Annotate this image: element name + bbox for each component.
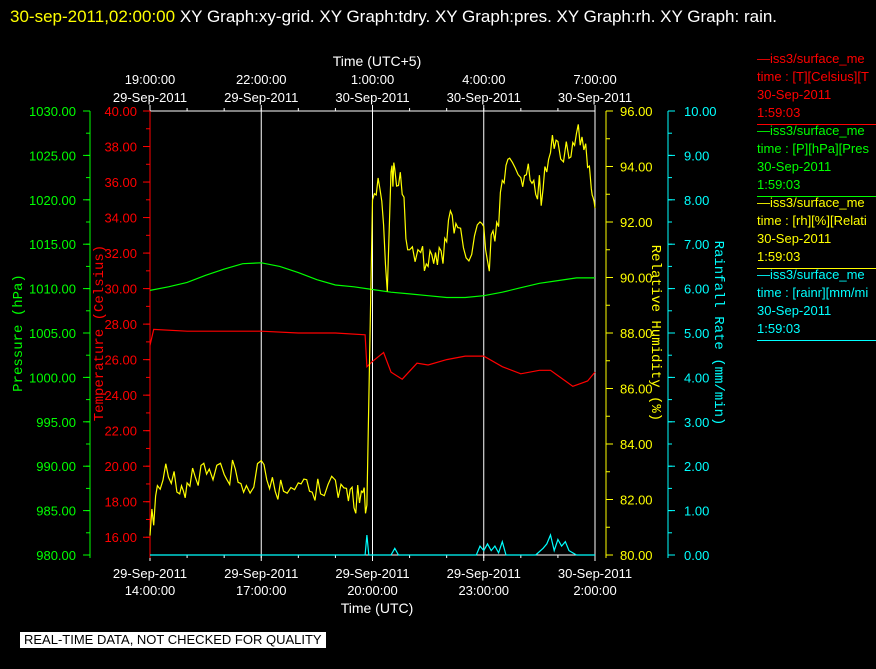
x-tick-label-date: 29-Sep-2011 <box>224 566 298 581</box>
rain-tick-label: 5.00 <box>684 326 709 341</box>
rain-tick-label: 8.00 <box>684 193 709 208</box>
rain-tick-label: 10.00 <box>684 104 717 119</box>
humidity-tick-label: 94.00 <box>620 160 653 175</box>
humidity-tick-label: 96.00 <box>620 104 653 119</box>
pressure-tick-label: 1000.00 <box>29 370 76 385</box>
pressure-series-line <box>149 262 595 299</box>
legend-line1: —iss3/surface_me <box>757 51 865 66</box>
pressure-tick-label: 995.00 <box>36 415 76 430</box>
pressure-tick-label: 1030.00 <box>29 104 76 119</box>
legend-line4: 1:59:03 <box>757 249 801 264</box>
top-tick-label-date: 29-Sep-2011 <box>113 90 187 105</box>
top-tick-label-time: 22:00:00 <box>236 72 287 87</box>
legend-line2: time : [T][Celsius][T <box>757 69 869 84</box>
legend-line3: 30-Sep-2011 <box>757 231 832 246</box>
rain-tick-label: 9.00 <box>684 148 709 163</box>
rain-series-line <box>150 533 595 556</box>
legend-line2: time : [rainr][mm/mi <box>757 285 869 300</box>
legend-line1: —iss3/surface_me <box>757 195 865 210</box>
temperature-tick-label: 18.00 <box>104 495 137 510</box>
legend-line4: 1:59:03 <box>757 105 801 120</box>
pressure-tick-label: 1025.00 <box>29 148 76 163</box>
top-tick-label-date: 30-Sep-2011 <box>335 90 409 105</box>
x-axis-label-top: Time (UTC+5) <box>333 53 422 69</box>
pressure-tick-label: 1020.00 <box>29 193 76 208</box>
humidity-tick-label: 80.00 <box>620 548 653 563</box>
top-tick-label-time: 19:00:00 <box>125 72 176 87</box>
humidity-tick-label: 86.00 <box>620 382 653 397</box>
legend-line4: 1:59:03 <box>757 321 801 336</box>
legend-line2: time : [P][hPa][Pres <box>757 141 869 156</box>
temperature-tick-label: 28.00 <box>104 317 137 332</box>
rain-tick-label: 7.00 <box>684 237 709 252</box>
x-tick-label-date: 29-Sep-2011 <box>447 566 521 581</box>
legend-line1: —iss3/surface_me <box>757 123 865 138</box>
temperature-tick-label: 40.00 <box>104 104 137 119</box>
legend-line3: 30-Sep-2011 <box>757 87 832 102</box>
rain-tick-label: 3.00 <box>684 415 709 430</box>
x-tick-label-time: 17:00:00 <box>236 583 287 598</box>
x-tick-label-date: 30-Sep-2011 <box>558 566 632 581</box>
temperature-tick-label: 24.00 <box>104 388 137 403</box>
x-tick-label-time: 23:00:00 <box>458 583 509 598</box>
x-axis-label: Time (UTC) <box>341 600 414 616</box>
pressure-tick-label: 980.00 <box>36 548 76 563</box>
pressure-tick-label: 985.00 <box>36 504 76 519</box>
pressure-tick-label: 1015.00 <box>29 237 76 252</box>
humidity-tick-label: 90.00 <box>620 271 653 286</box>
top-tick-label-time: 7:00:00 <box>573 72 616 87</box>
legend-line4: 1:59:03 <box>757 177 801 192</box>
humidity-axis-label: Relative Humidity (%) <box>647 245 663 421</box>
rain-tick-label: 2.00 <box>684 459 709 474</box>
legend-line2: time : [rh][%][Relati <box>757 213 867 228</box>
x-tick-label-time: 2:00:00 <box>573 583 616 598</box>
x-tick-label-time: 20:00:00 <box>347 583 398 598</box>
humidity-tick-label: 84.00 <box>620 437 653 452</box>
temperature-tick-label: 34.00 <box>104 211 137 226</box>
temperature-series-line <box>149 328 596 387</box>
legend-line1: —iss3/surface_me <box>757 267 865 282</box>
timestamp: 30-sep-2011,02:00:00 <box>10 7 176 26</box>
graph-titles: XY Graph:xy-grid. XY Graph:tdry. XY Grap… <box>179 7 778 26</box>
x-tick-label-time: 14:00:00 <box>125 583 176 598</box>
temperature-tick-label: 38.00 <box>104 140 137 155</box>
rain-tick-label: 4.00 <box>684 370 709 385</box>
humidity-series-line <box>149 124 596 536</box>
temperature-tick-label: 20.00 <box>104 459 137 474</box>
x-tick-label-date: 29-Sep-2011 <box>113 566 187 581</box>
pressure-tick-label: 1005.00 <box>29 326 76 341</box>
top-tick-label-date: 29-Sep-2011 <box>224 90 298 105</box>
top-tick-label-date: 30-Sep-2011 <box>558 90 632 105</box>
humidity-tick-label: 92.00 <box>620 215 653 230</box>
rain-tick-label: 1.00 <box>684 504 709 519</box>
temperature-axis-label: Temperature (Celsius) <box>92 245 108 421</box>
humidity-tick-label: 88.00 <box>620 326 653 341</box>
top-tick-label-date: 30-Sep-2011 <box>447 90 521 105</box>
rain-tick-label: 0.00 <box>684 548 709 563</box>
legend-line3: 30-Sep-2011 <box>757 303 832 318</box>
quality-note: REAL-TIME DATA, NOT CHECKED FOR QUALITY <box>20 632 326 648</box>
rain-axis-label: Rainfall Rate (mm/min) <box>710 241 726 426</box>
pressure-axis-label: Pressure (hPa) <box>11 274 27 392</box>
temperature-tick-label: 30.00 <box>104 282 137 297</box>
pressure-tick-label: 990.00 <box>36 459 76 474</box>
temperature-tick-label: 16.00 <box>104 530 137 545</box>
pressure-tick-label: 1010.00 <box>29 282 76 297</box>
legend-line3: 30-Sep-2011 <box>757 159 832 174</box>
temperature-tick-label: 22.00 <box>104 424 137 439</box>
humidity-tick-label: 82.00 <box>620 493 653 508</box>
x-tick-label-date: 29-Sep-2011 <box>335 566 409 581</box>
temperature-tick-label: 32.00 <box>104 246 137 261</box>
chart-header: 30-sep-2011,02:00:00 XY Graph:xy-grid. X… <box>10 2 860 32</box>
temperature-tick-label: 26.00 <box>104 353 137 368</box>
temperature-tick-label: 36.00 <box>104 175 137 190</box>
rain-tick-label: 6.00 <box>684 282 709 297</box>
top-tick-label-time: 4:00:00 <box>462 72 505 87</box>
top-tick-label-time: 1:00:00 <box>351 72 394 87</box>
